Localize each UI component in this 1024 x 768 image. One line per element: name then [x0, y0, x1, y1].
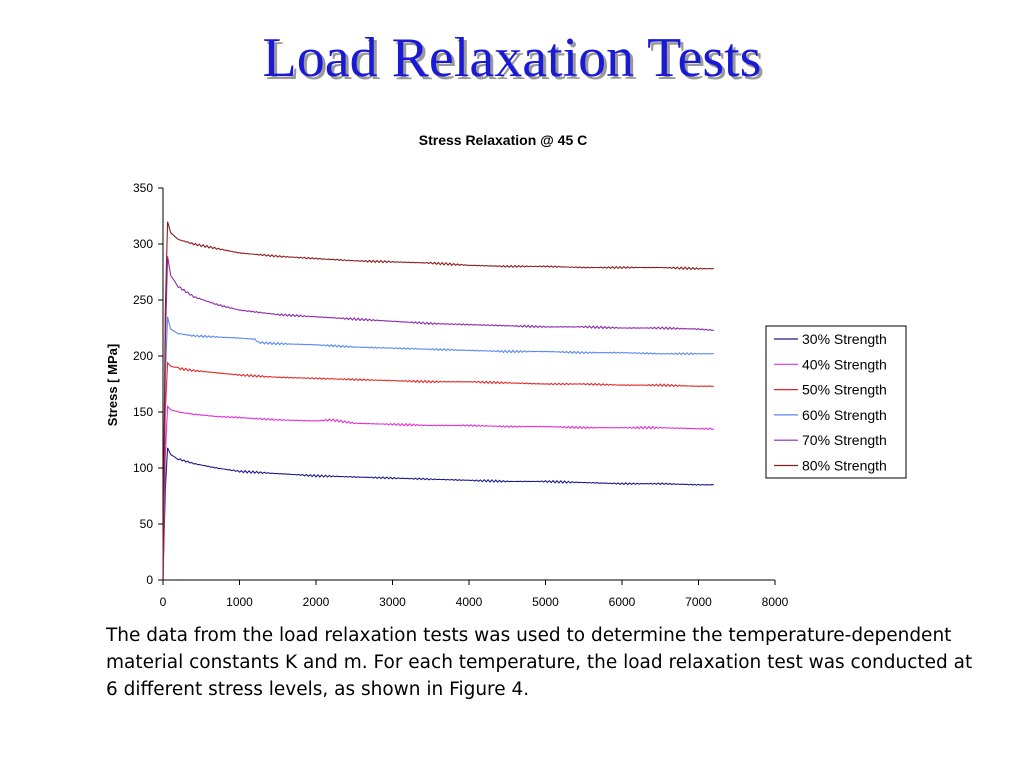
y-tick-label: 100 — [133, 461, 153, 475]
series-line-6 — [162, 221, 714, 581]
legend-entry: 50% Strength — [802, 382, 887, 398]
series-line-5 — [162, 256, 714, 581]
x-tick-label: 0 — [160, 595, 167, 609]
legend-entry: 40% Strength — [802, 356, 887, 372]
series-line-4 — [162, 316, 714, 581]
slide-title: Load Relaxation Tests — [262, 27, 762, 89]
legend-box — [765, 325, 907, 479]
y-tick-label: 350 — [133, 181, 153, 195]
x-tick-label: 3000 — [379, 595, 406, 609]
series-line-2 — [162, 405, 715, 581]
y-tick-label: 300 — [133, 237, 153, 251]
y-tick-label: 200 — [133, 349, 153, 363]
x-tick-label: 6000 — [609, 595, 636, 609]
series-line-3 — [162, 361, 714, 581]
legend-entry: 60% Strength — [802, 407, 887, 423]
y-tick-label: 50 — [140, 517, 154, 531]
legend: 30% Strength 40% Strength 50% Strength 60% … — [765, 325, 907, 479]
legend-entry: 70% Strength — [802, 432, 887, 448]
series-line-1 — [162, 447, 714, 581]
y-axis-label: Stress [ MPa] — [105, 344, 120, 426]
y-tick-label: 250 — [133, 293, 153, 307]
x-tick-label: 2000 — [303, 595, 330, 609]
body-text: The data from the load relaxation tests … — [106, 625, 973, 700]
y-tick-label: 150 — [133, 405, 153, 419]
x-tick-label: 4000 — [456, 595, 483, 609]
chart-title: Stress Relaxation @ 45 C — [419, 132, 588, 148]
x-tick-label: 1000 — [226, 595, 253, 609]
legend-entry: 30% Strength — [802, 331, 887, 347]
x-tick-label: 5000 — [532, 595, 559, 609]
stress-relaxation-chart: Stress Relaxation @ 45 C 0 50 100 150 200 250… — [105, 132, 907, 609]
x-tick-label: 8000 — [762, 595, 789, 609]
x-tick-label: 7000 — [685, 595, 712, 609]
plot-area: 0 50 100 150 200 250 300 350 0 1000 2000 3000 4000 50… — [133, 181, 789, 609]
y-tick-label: 0 — [146, 573, 153, 587]
legend-entry: 80% Strength — [802, 458, 887, 474]
